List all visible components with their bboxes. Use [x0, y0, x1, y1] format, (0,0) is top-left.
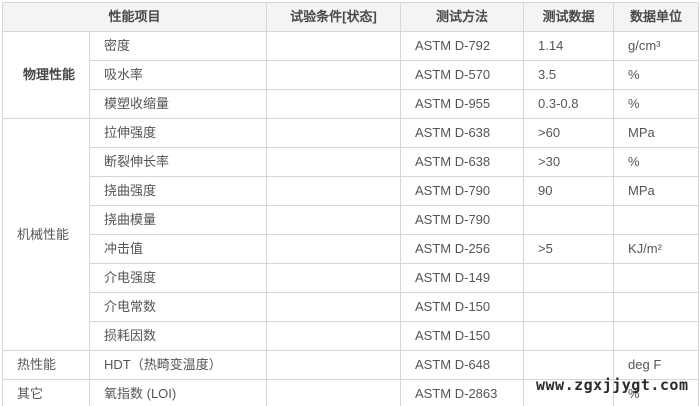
data-cell [523, 292, 615, 322]
condition-cell [266, 176, 402, 206]
col-header-unit: 数据单位 [613, 2, 700, 32]
data-cell: >5 [523, 234, 615, 264]
method-cell: ASTM D-638 [400, 118, 525, 148]
property-cell: 吸水率 [88, 60, 268, 90]
data-cell [523, 379, 615, 406]
condition-cell [266, 31, 402, 61]
condition-cell [266, 60, 402, 90]
table-row: 物理性能 密度 ASTM D-792 1.14 g/cm³ [2, 31, 700, 119]
data-cell: 90 [523, 176, 615, 206]
unit-cell: % [613, 60, 700, 90]
col-header-method: 测试方法 [400, 2, 525, 32]
method-cell: ASTM D-638 [400, 147, 525, 177]
col-header-property: 性能项目 [1, 2, 268, 32]
unit-cell [613, 263, 700, 293]
property-cell: 拉伸强度 [88, 118, 268, 148]
property-cell: 介电强度 [88, 263, 268, 293]
group-cell-physical: 物理性能 [2, 31, 90, 119]
unit-cell: g/cm³ [613, 31, 700, 61]
condition-cell [266, 379, 402, 406]
condition-cell [266, 350, 402, 380]
property-cell: 冲击值 [88, 234, 268, 264]
table-row: 挠曲模量 ASTM D-790 [3, 205, 700, 235]
method-cell: ASTM D-570 [400, 60, 525, 90]
table-row: 热性能 HDT（热畸变温度） ASTM D-648 deg F [2, 350, 700, 380]
property-cell: HDT（热畸变温度） [88, 350, 268, 380]
condition-cell [266, 292, 402, 322]
data-cell: 1.14 [523, 31, 615, 61]
header-row: 性能项目 试验条件[状态] 测试方法 测试数据 数据单位 [1, 2, 700, 32]
method-cell: ASTM D-648 [400, 350, 525, 380]
unit-cell [613, 321, 700, 351]
property-cell: 氧指数 (LOI) [88, 379, 268, 406]
condition-cell [266, 147, 402, 177]
data-cell [523, 263, 615, 293]
table-row: 吸水率 ASTM D-570 3.5 % [3, 60, 700, 90]
property-cell: 密度 [88, 31, 268, 61]
unit-cell: % [613, 379, 700, 406]
table-row: 损耗因数 ASTM D-150 [3, 321, 700, 351]
condition-cell [266, 89, 402, 119]
method-cell: ASTM D-256 [400, 234, 525, 264]
group-cell-thermal: 热性能 [2, 350, 90, 380]
method-cell: ASTM D-2863 [400, 379, 525, 406]
unit-cell: % [613, 147, 700, 177]
table-row: 介电强度 ASTM D-149 [3, 263, 700, 293]
data-cell [523, 205, 615, 235]
unit-cell: % [613, 89, 700, 119]
table-row: 模塑收缩量 ASTM D-955 0.3-0.8 % [3, 89, 700, 119]
condition-cell [266, 263, 402, 293]
unit-cell [613, 292, 700, 322]
table-row: 断裂伸长率 ASTM D-638 >30 % [3, 147, 700, 177]
condition-cell [266, 205, 402, 235]
method-cell: ASTM D-790 [400, 205, 525, 235]
col-header-condition: 试验条件[状态] [266, 2, 402, 32]
method-cell: ASTM D-955 [400, 89, 525, 119]
data-cell: >60 [523, 118, 615, 148]
table-row: 其它 氧指数 (LOI) ASTM D-2863 % [2, 379, 700, 406]
method-cell: ASTM D-150 [400, 321, 525, 351]
group-cell-mechanical: 机械性能 [2, 118, 90, 351]
unit-cell: KJ/m² [613, 234, 700, 264]
unit-cell: deg F [613, 350, 700, 380]
method-cell: ASTM D-790 [400, 176, 525, 206]
property-cell: 挠曲模量 [88, 205, 268, 235]
group-cell-other: 其它 [2, 379, 90, 406]
table-row: 介电常数 ASTM D-150 [3, 292, 700, 322]
data-cell [523, 321, 615, 351]
table-row: 冲击值 ASTM D-256 >5 KJ/m² [3, 234, 700, 264]
data-cell: >30 [523, 147, 615, 177]
table-row: 机械性能 拉伸强度 ASTM D-638 >60 MPa [2, 118, 700, 351]
unit-cell: MPa [613, 176, 700, 206]
method-cell: ASTM D-149 [400, 263, 525, 293]
condition-cell [266, 321, 402, 351]
table-row: 挠曲强度 ASTM D-790 90 MPa [3, 176, 700, 206]
property-cell: 损耗因数 [88, 321, 268, 351]
data-cell: 0.3-0.8 [523, 89, 615, 119]
data-cell: 3.5 [523, 60, 615, 90]
col-header-data: 测试数据 [523, 2, 615, 32]
unit-cell: MPa [613, 118, 700, 148]
method-cell: ASTM D-150 [400, 292, 525, 322]
unit-cell [613, 205, 700, 235]
data-cell [523, 350, 615, 380]
method-cell: ASTM D-792 [400, 31, 525, 61]
property-cell: 挠曲强度 [88, 176, 268, 206]
property-cell: 介电常数 [88, 292, 268, 322]
condition-cell [266, 118, 402, 148]
property-cell: 模塑收缩量 [88, 89, 268, 119]
property-cell: 断裂伸长率 [88, 147, 268, 177]
condition-cell [266, 234, 402, 264]
